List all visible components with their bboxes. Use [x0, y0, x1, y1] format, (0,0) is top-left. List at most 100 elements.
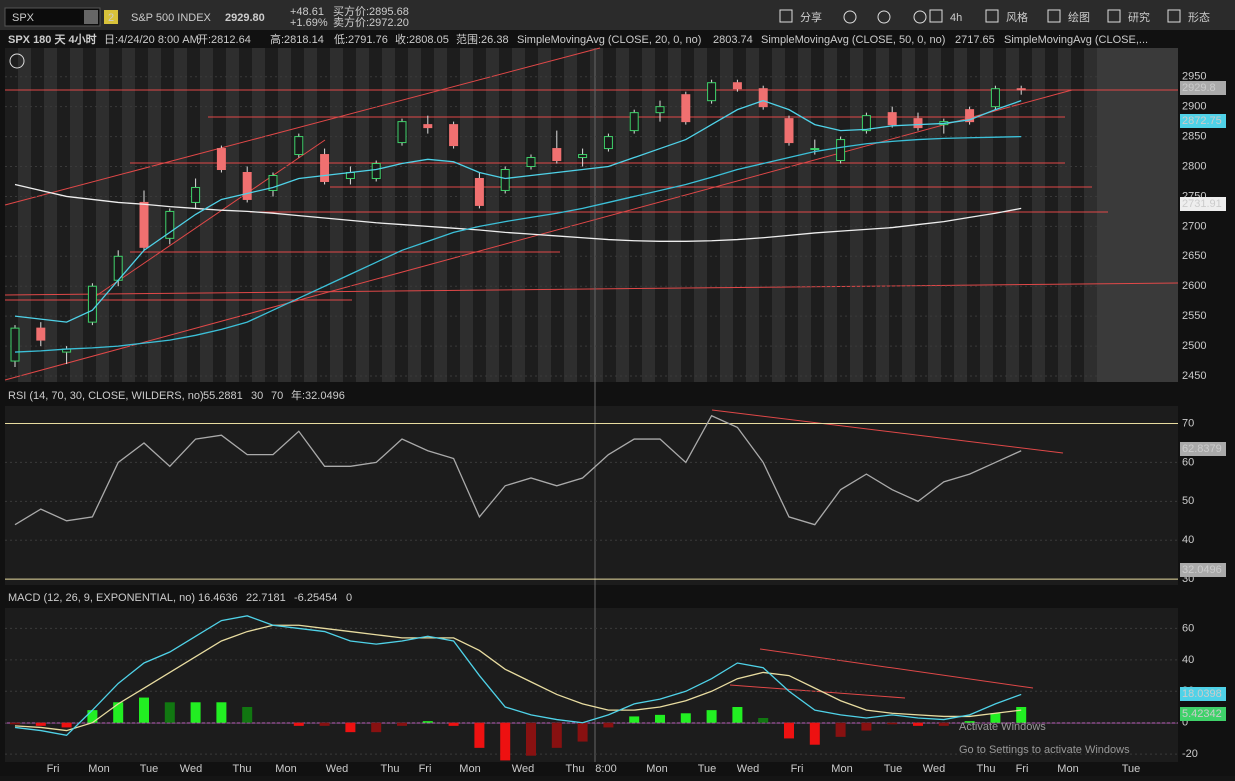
candle-body	[500, 169, 510, 191]
session-stripe	[824, 48, 837, 382]
x-tick-label: Fri	[419, 763, 432, 775]
candle-body	[139, 201, 149, 248]
y-tick-label: 40	[1182, 534, 1194, 546]
toolbar-button[interactable]: 绘图	[1068, 10, 1090, 24]
alert-icon[interactable]	[9, 53, 25, 69]
symbol-box[interactable]	[4, 7, 101, 27]
y-tick-label: 2550	[1182, 310, 1206, 322]
session-stripe	[512, 48, 525, 382]
toolbar-button[interactable]: 风格	[1006, 10, 1028, 24]
toolbar-icon[interactable]	[1167, 9, 1181, 23]
session-stripe	[174, 48, 187, 382]
toolbar-icon[interactable]	[1107, 9, 1121, 23]
study-header: 2717.65	[955, 34, 995, 46]
macd-histogram-bar	[887, 722, 898, 725]
macd-histogram-bar	[784, 722, 794, 739]
x-tick-label: Wed	[326, 763, 348, 775]
x-tick-label: Tue	[1122, 763, 1141, 775]
y-tick-label: 2600	[1182, 280, 1206, 292]
toolbar-icon[interactable]	[779, 9, 793, 23]
macd-pane	[5, 608, 1178, 762]
x-tick-label: Mon	[88, 763, 109, 775]
toolbar-button[interactable]: 形态	[1188, 11, 1210, 24]
session-stripe	[5, 48, 18, 382]
toolbar-icon[interactable]	[843, 10, 857, 24]
study-header: 年:32.0496	[291, 388, 345, 402]
macd-histogram-bar	[345, 722, 356, 733]
candle-body	[242, 172, 252, 200]
study-header: 70	[271, 390, 283, 402]
trendline	[4, 47, 601, 206]
link: 2	[108, 12, 114, 24]
y-tick-label: 60	[1182, 456, 1194, 468]
toolbar-button[interactable]: 分享	[800, 10, 822, 24]
y-tick-label: 2950	[1182, 71, 1206, 83]
y-tick-label: 2700	[1182, 220, 1206, 232]
session-stripe	[408, 48, 421, 382]
macd-avg-line	[14, 624, 1022, 732]
macd-histogram-bar	[164, 702, 175, 723]
session-stripe	[31, 48, 44, 382]
macd-histogram-bar	[474, 722, 485, 748]
sma20-line	[14, 99, 1022, 323]
sma50-line	[14, 183, 1022, 242]
price-marker	[1180, 707, 1226, 721]
session-stripe	[798, 48, 811, 382]
x-tick-label: Wed	[923, 763, 945, 775]
session-stripe	[434, 48, 447, 382]
session-stripe	[96, 48, 109, 382]
price-marker-label: 18.0398	[1182, 688, 1222, 700]
y-tick-label: 70	[1182, 417, 1194, 429]
price-marker-label: 5.42342	[1182, 708, 1222, 720]
toolbar-icon[interactable]	[929, 9, 943, 23]
y-tick-label: 2900	[1182, 101, 1206, 113]
dropdown[interactable]	[84, 10, 98, 24]
study-header: MACD (12, 26, 9, EXPONENTIAL, no)	[8, 592, 195, 604]
macd-histogram-bar	[319, 722, 330, 726]
macd-histogram-bar	[629, 716, 640, 723]
study-header: 日:4/24/20 8:00 AM	[104, 34, 199, 46]
macd-histogram-bar	[61, 722, 72, 728]
macd-histogram-bar	[526, 722, 536, 756]
macd-histogram-bar	[113, 702, 124, 723]
price-marker	[1180, 687, 1226, 701]
study-header: 范围:26.38	[456, 32, 509, 46]
toolbar-icon[interactable]	[913, 10, 927, 24]
y-tick-label: 2650	[1182, 250, 1206, 262]
macd-histogram-bar	[371, 722, 382, 733]
candle-body	[758, 88, 768, 108]
session-stripe	[265, 48, 278, 382]
toolbar-icon[interactable]	[1047, 9, 1061, 23]
session-stripe	[772, 48, 785, 382]
y-tick-label: 50	[1182, 495, 1194, 507]
macd-histogram-bar	[990, 713, 1001, 723]
x-tick-label: Tue	[698, 763, 717, 775]
session-stripe	[577, 48, 590, 382]
session-stripe	[707, 48, 720, 382]
candle-body	[990, 88, 1000, 108]
x-tick-label: Fri	[791, 763, 804, 775]
toolbar-icon[interactable]	[877, 10, 891, 24]
session-stripe	[1123, 48, 1136, 382]
candle-body	[10, 327, 20, 362]
session-stripe	[44, 48, 57, 382]
toolbar-icon[interactable]	[985, 9, 999, 23]
price-marker-label: 2731.91	[1182, 198, 1222, 210]
toolbar-button[interactable]: 4h	[950, 12, 962, 24]
study-header: RSI (14, 70, 30, CLOSE, WILDERS, no)	[8, 390, 204, 402]
x-tick-label: Tue	[884, 763, 903, 775]
session-stripe	[681, 48, 694, 382]
session-stripe	[642, 48, 655, 382]
link-badge[interactable]	[104, 10, 118, 24]
session-stripe	[1175, 48, 1178, 382]
candle-body	[655, 106, 665, 114]
macd-histogram-bar	[938, 722, 949, 726]
candle-body	[397, 121, 407, 144]
candle-body	[732, 82, 742, 90]
candle-body	[552, 148, 562, 162]
session-stripe	[525, 48, 538, 382]
price-marker	[1180, 442, 1226, 456]
macd-histogram-bar	[397, 722, 407, 726]
price-marker-label: 32.0496	[1182, 564, 1222, 576]
toolbar-button[interactable]: 研究	[1128, 10, 1150, 24]
